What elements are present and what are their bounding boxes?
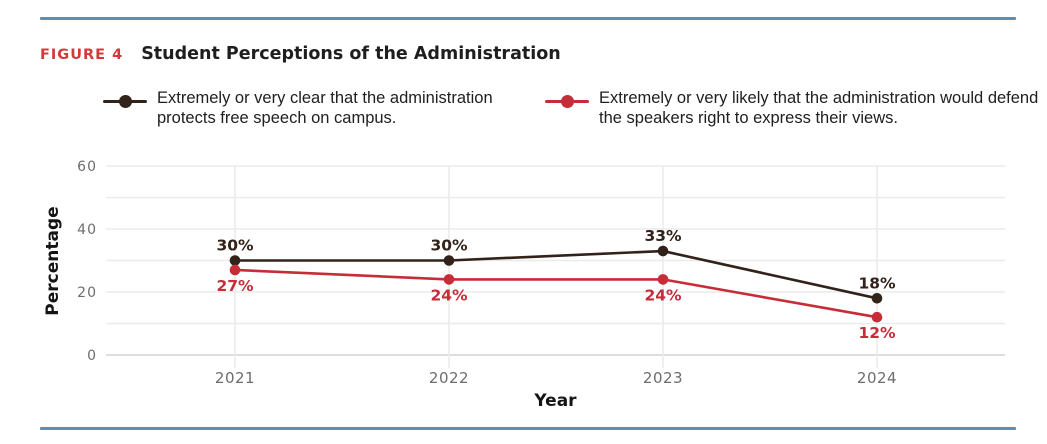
data-label: 18%	[858, 274, 896, 292]
x-tick-label: 2023	[643, 369, 683, 387]
top-rule	[40, 17, 1016, 20]
series-line-1	[233, 268, 879, 319]
bottom-rule	[40, 427, 1016, 430]
y-tick-label: 40	[77, 222, 97, 238]
data-point	[229, 255, 241, 266]
data-label: 12%	[858, 324, 896, 342]
data-point	[871, 311, 883, 323]
data-label: 24%	[644, 286, 682, 304]
data-label: 30%	[430, 237, 468, 255]
legend-label: Extremely or very likely that the admini…	[599, 89, 1039, 128]
line-marker-icon	[103, 95, 147, 108]
x-tick-label: 2024	[857, 369, 897, 387]
data-point	[871, 293, 883, 304]
figure-title: Student Perceptions of the Administratio…	[141, 44, 561, 64]
x-axis-title: Year	[533, 391, 577, 411]
figure-tag: FIGURE 4	[40, 47, 124, 63]
y-axis-title: Percentage	[43, 206, 63, 315]
data-point	[443, 274, 455, 285]
x-tick-label: 2022	[429, 369, 469, 387]
legend-label: Extremely or very clear that the adminis…	[157, 89, 493, 128]
data-point	[657, 274, 669, 285]
figure-header: FIGURE 4 Student Perceptions of the Admi…	[40, 44, 561, 64]
data-point	[443, 255, 455, 266]
line-marker-icon	[545, 95, 589, 108]
y-tick-label: 0	[87, 348, 97, 364]
x-tick-label: 2021	[215, 369, 255, 387]
data-label: 24%	[430, 286, 468, 304]
data-label: 27%	[216, 277, 254, 295]
data-label: 30%	[216, 237, 254, 255]
data-point	[657, 245, 669, 257]
legend-item-clear-protects: Extremely or very clear that the adminis…	[103, 88, 552, 128]
legend-item-likely-defend: Extremely or very likely that the admini…	[545, 88, 1039, 128]
series-line-0	[233, 249, 879, 300]
y-tick-label: 60	[77, 159, 97, 175]
chart-legend: Extremely or very clear that the adminis…	[0, 88, 1047, 136]
y-tick-label: 20	[77, 285, 97, 301]
data-label: 33%	[644, 227, 682, 245]
data-point	[229, 264, 241, 276]
